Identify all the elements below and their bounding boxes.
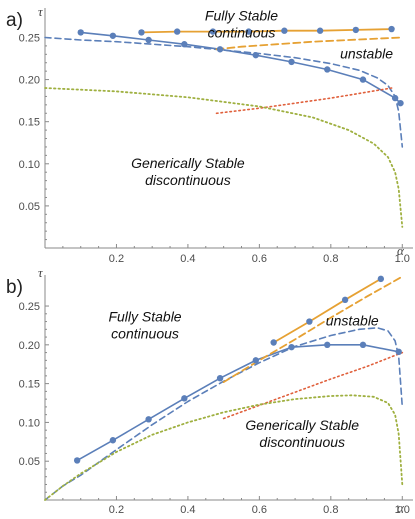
panel-a-marker-orange: [352, 26, 360, 34]
panel-b-marker-blue: [145, 416, 152, 423]
panel-b-marker-blue: [109, 437, 117, 444]
panel-a-y-tick-label: 0.25: [19, 32, 40, 44]
panel-a-marker-orange: [209, 28, 217, 35]
panel-a-annotation-1: unstable: [340, 46, 393, 62]
panel-a-y-tick-label: 0.20: [19, 75, 40, 87]
panel-b-y-tick-label: 0.25: [19, 301, 40, 313]
panel-b-x-tick-label: 0.8: [323, 504, 338, 516]
panel-b-label: b): [6, 277, 23, 298]
panel-b-marker-blue: [181, 395, 188, 402]
panel-a-marker-blue: [252, 51, 259, 59]
panel-a-x-tick-label: 0.6: [252, 253, 267, 265]
panel-b-y-tick-label: 0.05: [19, 456, 40, 468]
panel-b-marker-blue: [395, 348, 402, 356]
panel-b-x-tick-label: 0.6: [252, 504, 267, 516]
panel-a-annotation-2: Generically Stable: [131, 155, 245, 171]
panel-a-x-tick-label: 1.0: [395, 253, 410, 265]
panel-a-marker-orange: [388, 25, 395, 33]
panel-b-series-green-dotted: [44, 394, 404, 501]
panel-b: b) τ α 0.2 0.4 0.6 0.8 1.0 0.05 0.10 0.15 0.20 0.…: [6, 265, 413, 516]
panel-b-marker-blue: [216, 374, 224, 382]
panel-a-y-axis-label: τ: [38, 4, 44, 19]
panel-a-series-blue-dashed: [44, 36, 404, 148]
panel-a-marker-blue: [216, 46, 224, 53]
panel-a-series-orange-dashed: [215, 36, 404, 51]
panel-b-annotation-0: continuous: [111, 326, 179, 342]
panel-b-marker-orange: [341, 296, 349, 304]
panel-a-x-tick-label: 0.4: [180, 253, 195, 265]
panel-b-annotation-1: unstable: [326, 312, 379, 328]
panel-b-marker-orange: [377, 275, 385, 283]
panel-a-marker-blue: [145, 36, 152, 44]
panel-a-marker-blue: [359, 76, 367, 83]
panel-a-marker-orange: [173, 28, 181, 35]
panel-b-y-axis-label: τ: [38, 265, 44, 280]
panel-a-marker-blue: [288, 58, 295, 66]
panel-b-series-blue-solid: [76, 343, 400, 462]
panel-b-y-tick-label: 0.15: [19, 379, 40, 391]
panel-b-marker-blue: [252, 357, 259, 364]
panel-b-x-tick-label: 0.4: [180, 504, 195, 516]
panel-b-x-tick-label: 1.0: [395, 504, 410, 516]
panel-b-marker-blue: [73, 457, 81, 464]
panel-b-series-blue-dashed: [44, 326, 404, 501]
panel-a-label: a): [6, 10, 23, 31]
panel-b-annotation-2: discontinuous: [259, 434, 345, 450]
panel-b-series-red-dotted: [222, 351, 404, 420]
panel-a-annotation-0: Fully Stable: [205, 8, 278, 24]
panel-b-marker-blue: [324, 341, 331, 349]
panel-a-marker-orange: [245, 28, 252, 35]
panel-a-marker-blue: [391, 94, 399, 102]
panel-b-marker-blue: [288, 343, 295, 351]
panel-b-x-tick-label: 0.2: [109, 504, 124, 516]
panel-a-series-red-dotted: [215, 87, 393, 115]
panel-a-y-tick-label: 0.10: [19, 159, 40, 171]
panel-a-marker-blue: [397, 99, 404, 107]
panel-a-series-orange-solid: [140, 28, 393, 34]
panel-b-x-axis-label: α: [397, 500, 405, 515]
panel-a-x-tick-label: 0.2: [109, 253, 124, 265]
panel-b-annotation-0: Fully Stable: [108, 309, 181, 325]
panel-a-marker-blue: [109, 32, 117, 39]
panel-b-marker-orange: [306, 318, 313, 325]
panel-a-marker-blue: [77, 29, 84, 36]
panel-a-marker-blue: [181, 41, 188, 48]
panel-a: a) τ α 0.2 0.4 0.6 0.8 1.0 0.05 0.10 0.15 0.20 0.…: [6, 4, 413, 265]
panel-a-annotation-2: discontinuous: [145, 172, 231, 188]
panel-b-series-orange-solid: [272, 277, 382, 344]
panel-b-annotation-2: Generically Stable: [245, 417, 359, 433]
panel-a-series-green-dotted: [44, 87, 404, 228]
panel-a-y-tick-label: 0.15: [19, 117, 40, 129]
panel-a-marker-orange: [281, 27, 288, 34]
panel-a-marker-orange: [138, 29, 145, 36]
panel-b-marker-blue: [359, 341, 367, 349]
panel-a-y-tick-label: 0.05: [19, 201, 40, 213]
panel-b-y-tick-label: 0.10: [19, 417, 40, 429]
panel-b-marker-orange: [270, 339, 277, 346]
panel-a-marker-orange: [316, 27, 324, 34]
panel-a-x-tick-label: 0.8: [323, 253, 338, 265]
panel-b-y-tick-label: 0.20: [19, 340, 40, 352]
panel-b-series-orange-dashed: [222, 275, 404, 384]
panel-a-x-axis-label: α: [397, 243, 405, 258]
panel-a-marker-blue: [324, 66, 331, 73]
panel-a-annotation-0: continuous: [208, 25, 276, 41]
